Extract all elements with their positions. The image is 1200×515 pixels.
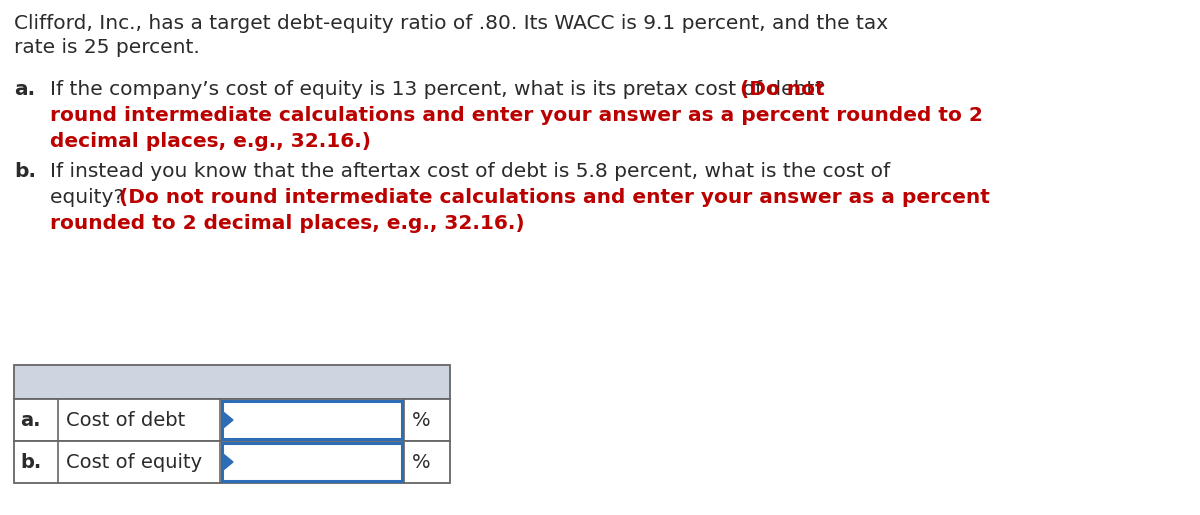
Text: round intermediate calculations and enter your answer as a percent rounded to 2: round intermediate calculations and ente… xyxy=(50,106,983,125)
Text: If instead you know that the aftertax cost of debt is 5.8 percent, what is the c: If instead you know that the aftertax co… xyxy=(50,162,890,181)
Polygon shape xyxy=(222,453,233,471)
Text: a.: a. xyxy=(20,410,41,430)
Text: rate is 25 percent.: rate is 25 percent. xyxy=(14,38,199,57)
Bar xyxy=(222,443,402,481)
Text: equity?: equity? xyxy=(50,188,131,207)
Text: Clifford, Inc., has a target debt-equity ratio of .80. Its WACC is 9.1 percent, : Clifford, Inc., has a target debt-equity… xyxy=(14,14,888,33)
Text: Cost of debt: Cost of debt xyxy=(66,410,185,430)
Text: Cost of equity: Cost of equity xyxy=(66,453,202,472)
Text: %: % xyxy=(412,410,431,430)
Text: (Do not round intermediate calculations and enter your answer as a percent: (Do not round intermediate calculations … xyxy=(119,188,990,207)
Polygon shape xyxy=(222,411,233,429)
Bar xyxy=(14,365,450,399)
Text: %: % xyxy=(412,453,431,472)
Text: If the company’s cost of equity is 13 percent, what is its pretax cost of debt?: If the company’s cost of equity is 13 pe… xyxy=(50,80,832,99)
Text: decimal places, e.g., 32.16.): decimal places, e.g., 32.16.) xyxy=(50,132,371,151)
Bar xyxy=(222,401,402,439)
Bar xyxy=(14,399,450,441)
Text: a.: a. xyxy=(14,80,35,99)
Text: b.: b. xyxy=(14,162,36,181)
Text: rounded to 2 decimal places, e.g., 32.16.): rounded to 2 decimal places, e.g., 32.16… xyxy=(50,214,524,233)
Bar xyxy=(14,441,450,483)
Text: (Do not: (Do not xyxy=(740,80,824,99)
Text: b.: b. xyxy=(20,453,41,472)
